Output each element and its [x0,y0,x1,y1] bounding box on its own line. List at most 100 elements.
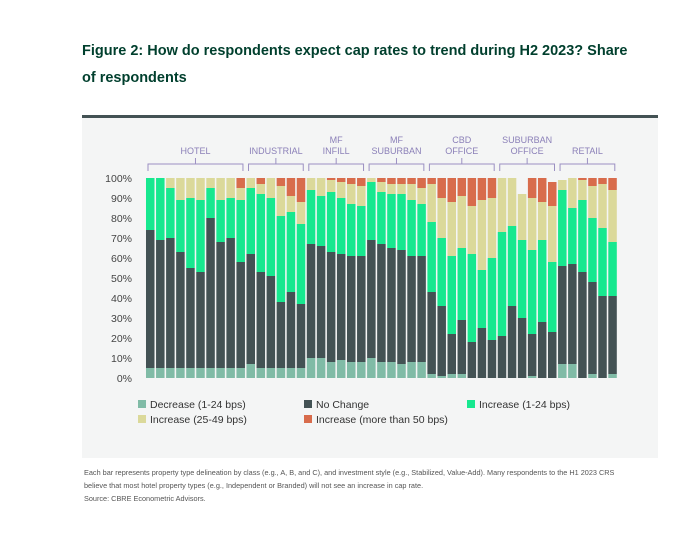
bar-segment-increase-more-than-50-bps [437,178,446,198]
y-tick-label: 60% [111,253,132,265]
bar-segment-increase-25-49-bps [236,188,245,200]
bar-segment-no-change [296,304,306,368]
bar-segment-no-change [146,230,155,368]
bar-segment-increase-more-than-50-bps [397,178,406,184]
legend-swatch [304,400,312,408]
bar-segment-no-change [407,256,416,362]
bar-segment-increase-1-24-bps [608,242,617,296]
bar-segment-no-change [256,272,266,368]
bar-segment-increase-1-24-bps [537,240,547,322]
bar-segment-decrease-1-24-bps [226,368,235,378]
bar-segment-increase-1-24-bps [357,206,366,256]
y-tick-label: 0% [117,373,132,385]
bar-segment-decrease-1-24-bps [166,368,175,378]
bar-segment-increase-25-49-bps [407,184,416,200]
bar-segment-increase-25-49-bps [196,178,205,200]
y-tick-label: 100% [105,173,132,185]
bar-segment-decrease-1-24-bps [196,368,205,378]
bar-segment-no-change [517,318,527,378]
bar-segment-no-change [387,248,396,362]
footnote-line-1: Each bar represents property type deline… [84,468,615,477]
group-bracket [308,163,365,171]
bar-segment-increase-1-24-bps [467,254,477,342]
bar-segment-decrease-1-24-bps [206,368,215,378]
bar-segment-increase-more-than-50-bps [477,178,487,200]
bar-segment-increase-1-24-bps [598,228,607,296]
bar-segment-increase-1-24-bps [437,238,446,306]
bar-segment-increase-25-49-bps [246,178,255,188]
bar-segment-increase-1-24-bps [507,226,517,306]
bar-segment-increase-1-24-bps [196,200,205,272]
bar-segment-increase-more-than-50-bps [276,178,286,186]
bar-segment-increase-25-49-bps [326,180,336,192]
bar-segment-increase-more-than-50-bps [407,178,416,184]
bar-segment-no-change [497,336,507,378]
bar-segment-increase-1-24-bps [427,222,436,292]
group-label: MF [390,135,403,145]
bar-segment-no-change [236,262,245,368]
bar-segment-increase-1-24-bps [166,188,175,238]
bar-segment-decrease-1-24-bps [276,368,286,378]
bar-segment-increase-1-24-bps [326,192,336,252]
bar-segment-increase-more-than-50-bps [598,178,607,184]
bar-segment-increase-1-24-bps [367,182,376,240]
bar-segment-increase-25-49-bps [457,196,467,248]
bar-segment-increase-more-than-50-bps [467,178,477,206]
bar-segment-increase-1-24-bps [558,190,567,266]
bar-segment-increase-more-than-50-bps [256,178,266,184]
bar-segment-decrease-1-24-bps [357,362,366,378]
bar-segment-no-change [427,292,436,374]
bar-segment-increase-25-49-bps [558,180,567,190]
legend-swatch [138,415,146,423]
bar-segment-no-change [437,306,446,376]
bar-segment-decrease-1-24-bps [296,368,306,378]
bar-segment-decrease-1-24-bps [457,374,467,378]
bar-segment-no-change [588,282,597,374]
chart-panel: 0% 10% 20% 30% 40% 50% 60% 70% 80% 90% 100% HOTEL IN… [82,115,658,458]
bar-segment-no-change [548,332,557,378]
bar-segment-no-change [166,238,175,368]
group-bracket [368,163,425,171]
bar-segment-no-change [447,334,456,374]
bar-segment-increase-25-49-bps [286,196,296,212]
bar-segment-increase-25-49-bps [417,188,426,204]
group-label: INDUSTRIAL [249,146,303,156]
group-label: INFILL [323,146,350,156]
bar-segment-no-change [156,240,165,368]
group-label: RETAIL [572,146,603,156]
bar-segment-increase-25-49-bps [206,178,215,188]
bar-segment-increase-1-24-bps [296,224,306,304]
group-bracket [499,163,555,171]
bar-segment-no-change [377,244,386,362]
bar-segment-increase-more-than-50-bps [236,178,245,188]
bar-segment-increase-25-49-bps [427,184,436,222]
bar-segment-increase-more-than-50-bps [336,178,346,182]
bar-segment-increase-25-49-bps [176,178,185,200]
bar-segment-increase-25-49-bps [537,202,547,240]
bar-segment-increase-1-24-bps [246,188,255,254]
bar-segment-increase-25-49-bps [296,202,306,224]
group-label: SUBURBAN [371,146,421,156]
bar-segment-decrease-1-24-bps [527,376,537,378]
bar-segment-no-change [537,322,547,378]
bar-segment-increase-1-24-bps [276,216,286,302]
footnote: Each bar represents property type deline… [84,466,684,505]
bar-segment-increase-1-24-bps [176,200,185,252]
bar-segment-increase-1-24-bps [256,194,266,272]
bar-segment-increase-more-than-50-bps [608,178,617,190]
bar-segment-increase-1-24-bps [417,204,426,256]
bar-segment-no-change [347,256,356,362]
bar-segment-no-change [397,250,406,364]
bar-segment-increase-more-than-50-bps [347,178,356,184]
legend-item-increase-50-plus: Increase (more than 50 bps) [304,414,448,426]
bar-segment-increase-more-than-50-bps [527,178,537,198]
bar-segment-no-change [527,334,537,376]
y-tick-label: 20% [111,333,132,345]
bar-segment-decrease-1-24-bps [437,376,446,378]
bar-segment-no-change [246,254,255,364]
bar-segment-increase-1-24-bps [216,200,225,242]
bar-segment-increase-25-49-bps [387,184,396,194]
y-tick-label: 40% [111,293,132,305]
group-bracket [428,163,495,171]
group-label: HOTEL [180,146,210,156]
